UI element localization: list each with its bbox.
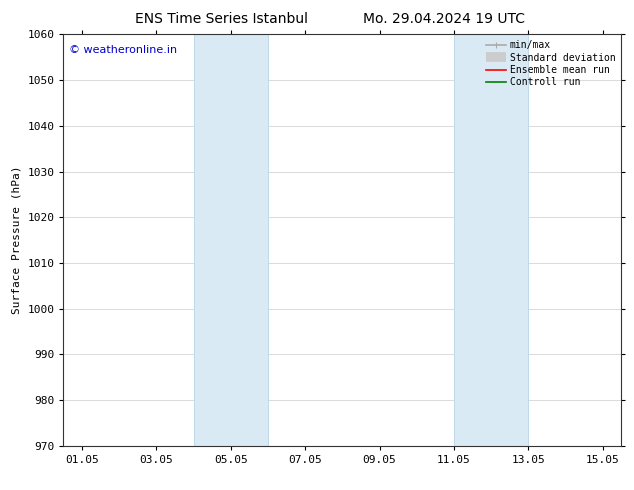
Text: © weatheronline.in: © weatheronline.in <box>69 45 177 54</box>
Y-axis label: Surface Pressure (hPa): Surface Pressure (hPa) <box>12 166 22 315</box>
Legend: min/max, Standard deviation, Ensemble mean run, Controll run: min/max, Standard deviation, Ensemble me… <box>482 36 619 91</box>
Text: ENS Time Series Istanbul: ENS Time Series Istanbul <box>136 12 308 26</box>
Text: Mo. 29.04.2024 19 UTC: Mo. 29.04.2024 19 UTC <box>363 12 525 26</box>
Bar <box>193 34 268 446</box>
Bar <box>454 34 528 446</box>
